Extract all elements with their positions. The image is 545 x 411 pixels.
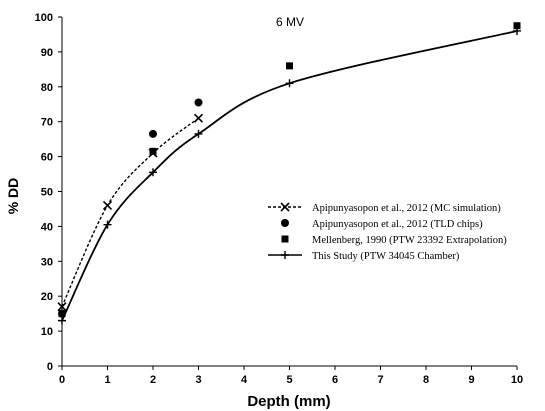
x-marker [280,202,290,212]
legend-label: This Study (PTW 34045 Chamber) [312,251,460,262]
y-tick-label: 50 [41,187,53,199]
x-tick-label: 4 [241,374,248,386]
plus-marker [194,129,203,138]
series-line [61,117,199,307]
x-tick-label: 8 [423,374,429,386]
y-tick-label: 70 [41,117,53,129]
series-2 [58,22,521,318]
square-marker [513,22,521,30]
plus-marker [513,26,521,35]
x-tick-label: 1 [104,374,110,386]
legend: Apipunyasopon et al., 2012 (MC simulatio… [268,202,507,262]
x-marker [193,113,204,123]
circle-marker [281,219,289,227]
legend-item: This Study (PTW 34045 Chamber) [268,251,460,262]
x-tick-label: 9 [468,374,474,386]
legend-label: Apipunyasopon et al., 2012 (TLD chips) [312,219,483,230]
y-tick-label: 20 [41,291,53,303]
y-axis-label: % DD [5,178,21,215]
square-marker [149,147,157,155]
y-tick-label: 60 [41,152,53,164]
y-tick-label: 10 [41,326,53,338]
x-tick-label: 5 [286,374,292,386]
square-marker [286,62,293,70]
legend-item: Apipunyasopon et al., 2012 (MC simulatio… [268,202,501,214]
plus-marker [285,79,294,88]
legend-item: Mellenberg, 1990 (PTW 23392 Extrapolatio… [281,235,507,246]
x-marker [102,200,113,211]
plus-marker [149,168,157,177]
y-tick-label: 30 [41,256,53,268]
series-layer [57,22,521,325]
plus-marker [281,251,289,259]
x-tick-label: 3 [195,374,201,386]
circle-marker [149,129,157,138]
series-line [61,30,518,322]
x-tick-label: 2 [150,374,156,386]
plus-marker [58,316,66,325]
y-tick-label: 40 [41,221,53,233]
legend-label: Mellenberg, 1990 (PTW 23392 Extrapolatio… [312,235,507,246]
square-marker [281,235,289,243]
legend-item: Apipunyasopon et al., 2012 (TLD chips) [281,219,483,230]
y-tick-label: 100 [35,12,53,24]
plus-marker [103,220,112,229]
y-tick-label: 90 [41,47,53,59]
legend-label: Apipunyasopon et al., 2012 (MC simulatio… [312,203,501,214]
chart-annotation: 6 MV [276,15,304,29]
x-tick-label: 0 [59,374,65,386]
y-tick-label: 0 [47,361,53,373]
x-tick-label: 10 [511,374,523,386]
series-3 [58,26,521,325]
x-tick-label: 7 [377,374,383,386]
circle-marker [194,98,203,107]
x-marker [57,302,67,312]
square-marker [58,310,66,318]
x-axis-label: Depth (mm) [247,393,330,410]
x-tick-label: 6 [332,374,338,386]
axes: 0 10 20 30 40 50 60 70 80 90 100 0 1 2 3 4 5 6 7 8 9 10 [35,12,523,386]
y-tick-label: 80 [41,82,53,94]
